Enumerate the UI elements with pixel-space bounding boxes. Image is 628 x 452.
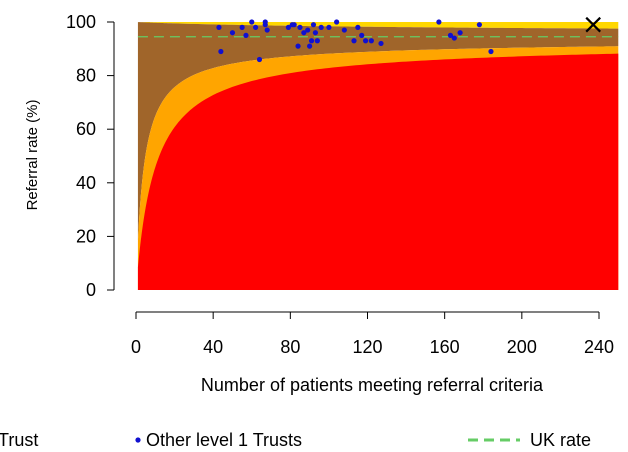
data-point: [457, 30, 463, 36]
y-axis-label: Referral rate (%): [24, 100, 41, 211]
data-point: [308, 38, 315, 44]
data-point: [291, 22, 297, 28]
data-point: [305, 27, 311, 33]
data-point: [262, 19, 268, 25]
trust-points: [216, 19, 494, 63]
y-tick-label: 80: [76, 66, 96, 86]
data-point: [318, 24, 324, 30]
upper-limit-band: [137, 22, 619, 29]
x-tick-label: 200: [507, 337, 537, 357]
legend-label-trust: Trust: [0, 430, 38, 450]
x-tick-label: 0: [131, 337, 141, 357]
data-point: [216, 24, 222, 30]
legend-dot-marker: [135, 437, 141, 443]
legend-label-other-trusts: Other level 1 Trusts: [146, 430, 302, 450]
data-point: [285, 24, 292, 30]
data-point: [301, 30, 307, 36]
y-tick-label: 0: [86, 280, 96, 300]
trust-cross-marker: [585, 16, 601, 33]
data-point: [256, 56, 263, 63]
data-point: [239, 24, 245, 30]
data-point: [488, 48, 494, 55]
data-point: [307, 43, 313, 49]
control-limit-bands: [137, 22, 619, 291]
data-point: [264, 27, 270, 33]
data-point: [312, 30, 319, 36]
x-tick-label: 160: [430, 337, 460, 357]
data-point: [334, 19, 340, 25]
legend: Trust Other level 1 Trusts UK rate: [0, 430, 591, 450]
data-point: [378, 40, 384, 47]
data-point: [362, 38, 369, 44]
data-point: [253, 24, 259, 30]
data-point: [243, 32, 249, 39]
x-axis-label: Number of patients meeting referral crit…: [201, 375, 544, 395]
data-point: [341, 27, 347, 33]
data-point: [249, 19, 255, 25]
data-point: [359, 32, 365, 39]
within-limits-region: [137, 22, 619, 241]
data-point: [326, 24, 332, 30]
data-point: [447, 32, 454, 39]
data-point: [436, 19, 442, 25]
highlighted-trust: [585, 16, 601, 33]
x-tick-label: 80: [280, 337, 300, 357]
axes: 0 20 40 60 80 100 0 40 80 120 160 200 240: [66, 12, 614, 357]
data-point: [451, 35, 457, 41]
data-point: [355, 24, 361, 30]
data-point: [297, 24, 303, 30]
data-point: [295, 43, 301, 49]
y-tick-label: 60: [76, 119, 96, 139]
data-point: [229, 30, 236, 36]
data-point: [351, 38, 357, 44]
y-tick-label: 20: [76, 226, 96, 246]
data-point: [368, 38, 374, 44]
data-point: [314, 38, 320, 44]
y-tick-label: 100: [66, 12, 96, 32]
legend-label-uk-rate: UK rate: [530, 430, 591, 450]
data-point: [310, 22, 317, 28]
data-point: [476, 22, 482, 28]
data-point: [218, 48, 224, 55]
below-limit-region: [137, 53, 619, 291]
y-tick-label: 40: [76, 173, 96, 193]
x-tick-label: 240: [584, 337, 614, 357]
x-tick-label: 120: [352, 337, 382, 357]
x-tick-label: 40: [203, 337, 223, 357]
